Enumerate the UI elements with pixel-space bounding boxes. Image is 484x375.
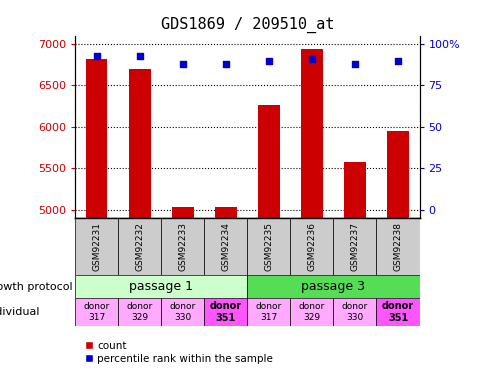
Bar [376, 298, 419, 326]
Text: growth protocol: growth protocol [0, 282, 72, 291]
Legend: count, percentile rank within the sample: count, percentile rank within the sample [80, 336, 276, 368]
Point [264, 57, 272, 63]
Point [92, 53, 100, 58]
Text: donor
330: donor 330 [341, 302, 367, 322]
Text: GSM92232: GSM92232 [135, 222, 144, 271]
Bar [214, 207, 236, 375]
Bar [118, 218, 161, 275]
Text: individual: individual [0, 307, 39, 317]
Text: GSM92235: GSM92235 [264, 222, 273, 272]
Point [136, 53, 143, 58]
Text: donor
329: donor 329 [126, 302, 152, 322]
Point [222, 61, 229, 67]
Text: GSM92234: GSM92234 [221, 222, 230, 271]
Bar [247, 218, 290, 275]
Bar [376, 218, 419, 275]
Point [307, 56, 315, 62]
Bar [344, 162, 365, 375]
Text: donor
330: donor 330 [169, 302, 196, 322]
Point [350, 61, 358, 67]
Bar [290, 218, 333, 275]
Bar [75, 298, 118, 326]
Point [179, 61, 186, 67]
Text: donor
351: donor 351 [210, 301, 242, 323]
Point [393, 57, 401, 63]
Bar [75, 218, 118, 275]
Bar [333, 298, 376, 326]
Text: donor
317: donor 317 [255, 302, 281, 322]
Bar [301, 49, 322, 375]
Bar [161, 298, 204, 326]
Bar [204, 218, 247, 275]
Bar [129, 69, 150, 375]
Bar [161, 218, 204, 275]
Bar [118, 298, 161, 326]
Bar [247, 275, 419, 298]
Bar [172, 207, 193, 375]
Bar [247, 298, 290, 326]
Text: GSM92238: GSM92238 [393, 222, 402, 272]
Text: GSM92233: GSM92233 [178, 222, 187, 272]
Bar [86, 59, 107, 375]
Bar [75, 275, 247, 298]
Bar [386, 131, 408, 375]
Text: passage 3: passage 3 [301, 280, 364, 293]
Text: donor
317: donor 317 [83, 302, 109, 322]
Bar [204, 298, 247, 326]
Text: donor
329: donor 329 [298, 302, 324, 322]
Bar [290, 298, 333, 326]
Text: GSM92237: GSM92237 [350, 222, 359, 272]
Text: GSM92236: GSM92236 [307, 222, 316, 272]
Text: GSM92231: GSM92231 [92, 222, 101, 272]
Text: donor
351: donor 351 [381, 301, 413, 323]
Text: passage 1: passage 1 [129, 280, 193, 293]
Bar [333, 218, 376, 275]
Bar [257, 105, 279, 375]
Title: GDS1869 / 209510_at: GDS1869 / 209510_at [160, 16, 333, 33]
